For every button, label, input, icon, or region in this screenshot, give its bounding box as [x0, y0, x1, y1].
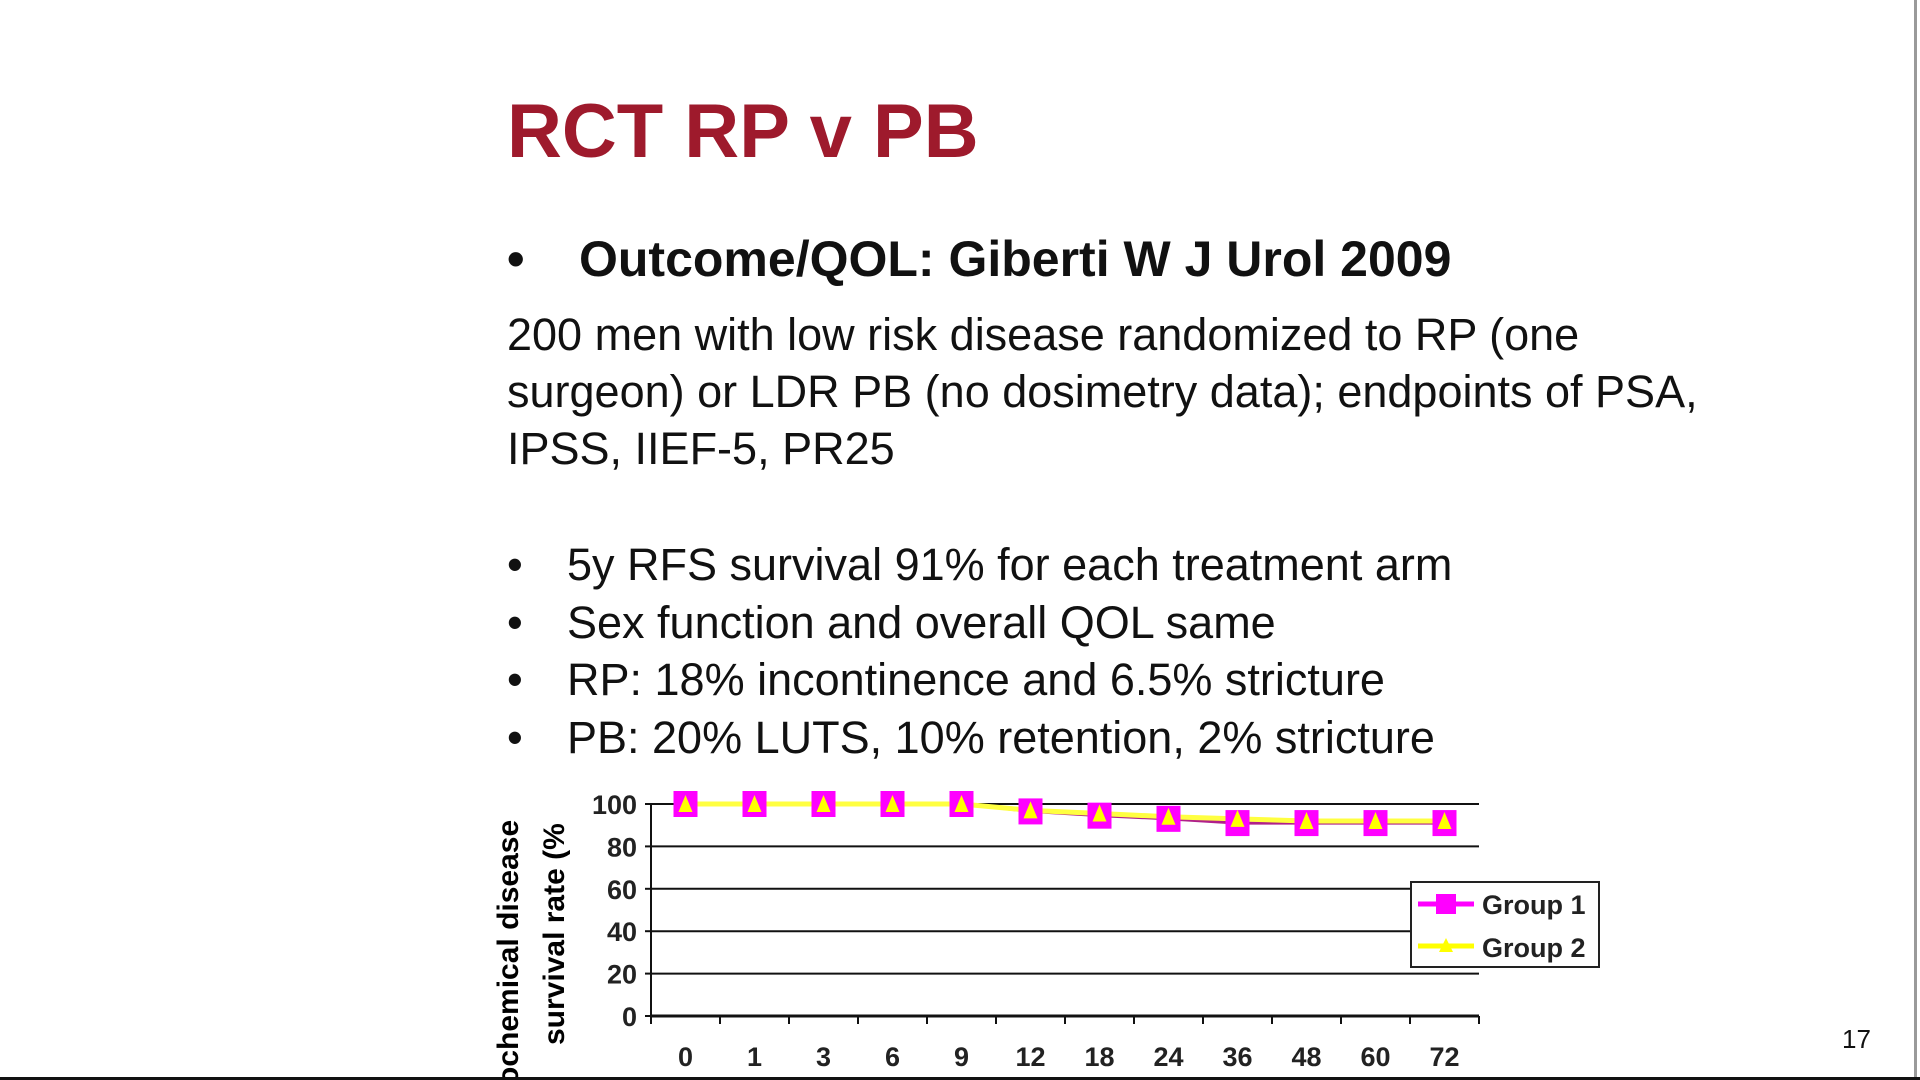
y-tick-label: 100 — [592, 790, 637, 820]
bullet-dot: • — [507, 231, 525, 287]
data-point-triangle — [1161, 807, 1176, 825]
series-line-2 — [685, 801, 1445, 824]
slide-title: RCT RP v PB — [507, 89, 979, 174]
x-tick-label: 24 — [1153, 1042, 1183, 1072]
y-axis-label: ochemical disease — [492, 820, 525, 1080]
x-tick-label: 72 — [1429, 1042, 1459, 1072]
bullet-dot: • — [507, 539, 523, 590]
bullet-dot: • — [507, 597, 523, 648]
subheading: • Outcome/QOL: Giberti W J Urol 2009 — [507, 230, 1451, 288]
x-tick-label: 3 — [816, 1042, 831, 1072]
bullet-dot: • — [507, 654, 523, 705]
body-line: IPSS, IIEF-5, PR25 — [507, 423, 895, 474]
y-tick-label: 40 — [607, 917, 637, 947]
bullet-text: RP: 18% incontinence and 6.5% stricture — [567, 654, 1385, 705]
y-tick-label: 80 — [607, 832, 637, 862]
x-tick-label: 48 — [1291, 1042, 1321, 1072]
bullet-item: • 5y RFS survival 91% for each treatment … — [507, 539, 1452, 591]
bullet-text: PB: 20% LUTS, 10% retention, 2% strictur… — [567, 712, 1435, 763]
legend: Group 1 Group 2 — [1410, 881, 1600, 968]
bullet-text: Sex function and overall QOL same — [567, 597, 1276, 648]
x-tick-label: 12 — [1015, 1042, 1045, 1072]
legend-label: Group 1 — [1482, 890, 1586, 920]
data-point-triangle — [1437, 811, 1452, 829]
bullet-item: • Sex function and overall QOL same — [507, 597, 1276, 649]
data-point-triangle — [678, 795, 693, 812]
bullet-item: • RP: 18% incontinence and 6.5% stricture — [507, 654, 1385, 706]
data-point-triangle — [1368, 811, 1383, 829]
x-tick-label: 6 — [885, 1042, 900, 1072]
data-point-triangle — [747, 795, 762, 812]
window-edge — [1914, 0, 1917, 1080]
x-tick-label: 36 — [1222, 1042, 1252, 1072]
page-number: 17 — [1842, 1024, 1871, 1054]
subheading-text: Outcome/QOL: Giberti W J Urol 2009 — [579, 231, 1452, 287]
data-point-triangle — [954, 795, 969, 812]
data-point-triangle — [1299, 811, 1314, 829]
data-point-triangle — [1023, 801, 1038, 819]
x-tick-label: 9 — [954, 1042, 969, 1072]
data-point-triangle — [1230, 809, 1245, 827]
bullet-dot: • — [507, 712, 523, 763]
x-tick-label: 18 — [1084, 1042, 1114, 1072]
data-point-triangle — [1092, 804, 1107, 822]
body-line: 200 men with low risk disease randomized… — [507, 309, 1580, 360]
data-point-triangle — [885, 795, 900, 812]
legend-label: Group 2 — [1482, 933, 1586, 963]
x-tick-label: 1 — [747, 1042, 762, 1072]
legend-marker-square — [1436, 894, 1456, 914]
y-tick-label: 60 — [607, 875, 637, 905]
y-tick-label: 0 — [622, 1002, 637, 1032]
bottom-border — [0, 1077, 1920, 1080]
body-line: surgeon) or LDR PB (no dosimetry data); … — [507, 366, 1698, 417]
bullet-item: • PB: 20% LUTS, 10% retention, 2% strictu… — [507, 712, 1435, 764]
x-tick-label: 60 — [1360, 1042, 1390, 1072]
y-tick-label: 20 — [607, 960, 637, 990]
legend-marker-triangle — [1439, 938, 1453, 952]
x-tick-label: 0 — [678, 1042, 693, 1072]
data-point-triangle — [816, 795, 831, 812]
y-axis-label: survival rate (% — [538, 823, 571, 1045]
bullet-text: 5y RFS survival 91% for each treatment a… — [567, 539, 1453, 590]
